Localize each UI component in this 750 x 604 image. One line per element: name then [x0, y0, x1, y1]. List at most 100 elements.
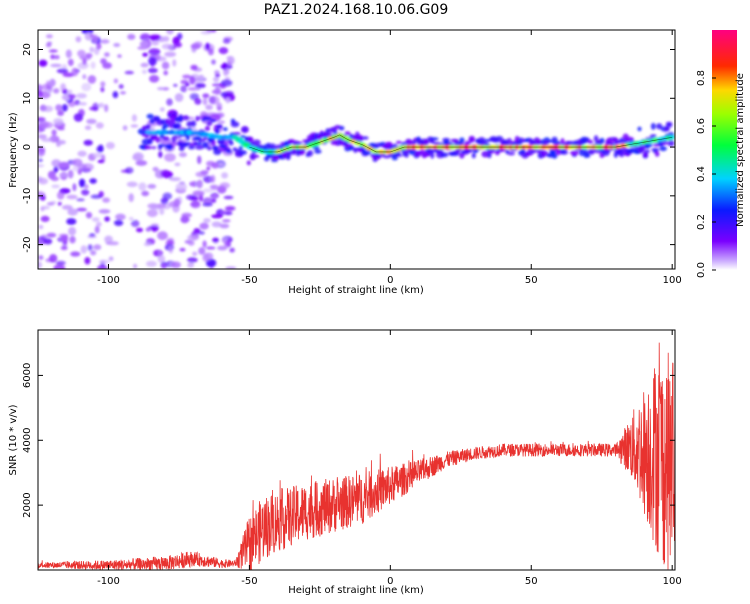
- noise-speckle: [205, 258, 217, 268]
- noise-speckle: [51, 184, 60, 189]
- noise-speckle: [98, 259, 110, 264]
- ridge-halo: [507, 152, 515, 156]
- noise-speckle: [221, 219, 231, 223]
- noise-speckle: [168, 201, 178, 208]
- noise-speckle: [209, 95, 220, 105]
- noise-speckle: [164, 153, 176, 162]
- noise-speckle: [171, 261, 181, 269]
- noise-speckle: [98, 102, 105, 108]
- ridge-halo: [552, 140, 561, 145]
- ridge-halo: [430, 152, 435, 159]
- spectrogram-frame: [37, 29, 676, 270]
- noise-speckle: [53, 118, 64, 125]
- noise-speckle: [222, 38, 231, 44]
- snr-x-tick-label: -50: [241, 576, 257, 587]
- noise-speckle: [66, 218, 77, 225]
- noise-speckle: [87, 235, 97, 239]
- ridge-halo: [659, 146, 667, 152]
- noise-speckle: [85, 212, 93, 219]
- noise-speckle: [84, 125, 92, 130]
- noise-speckle: [212, 82, 223, 87]
- ridge-halo: [165, 118, 171, 125]
- noise-speckle: [202, 98, 208, 106]
- ridge-halo: [155, 137, 161, 143]
- noise-speckle: [61, 204, 73, 210]
- noise-speckle: [229, 247, 235, 253]
- ridge-halo: [404, 150, 409, 158]
- noise-speckle: [45, 34, 53, 39]
- noise-speckle: [148, 56, 157, 66]
- noise-speckle: [216, 106, 222, 111]
- ridge-halo: [361, 136, 369, 140]
- snr-y-tick-label: 4000: [22, 428, 33, 453]
- noise-speckle: [210, 184, 220, 191]
- snr-x-ticks: -100 -50 0 50 100: [97, 330, 682, 587]
- noise-speckle: [51, 129, 57, 136]
- noise-speckle: [146, 209, 158, 218]
- ridge-halo: [145, 124, 151, 130]
- ridge-halo: [478, 137, 485, 143]
- noise-speckle: [56, 191, 65, 200]
- noise-speckle: [211, 59, 216, 65]
- noise-speckle: [218, 47, 229, 55]
- noise-speckle: [198, 247, 206, 255]
- noise-speckle: [77, 150, 87, 157]
- snr-y-ticks: 2000 4000 6000: [22, 363, 675, 518]
- ridge-halo: [193, 141, 198, 146]
- ridge-halo: [162, 123, 170, 128]
- ridge-halo: [157, 143, 167, 148]
- ridge-halo: [230, 121, 240, 128]
- noise-speckle: [40, 205, 50, 210]
- noise-speckle: [217, 245, 228, 251]
- noise-speckle: [145, 227, 151, 232]
- noise-speckle: [177, 33, 183, 40]
- noise-speckle: [189, 93, 199, 101]
- snr-y-tick-label: 2000: [22, 492, 33, 517]
- ridge-halo: [238, 150, 247, 155]
- ridge-halo: [468, 135, 475, 142]
- spectrogram-x-tick-label: 100: [663, 275, 682, 286]
- ridge-halo: [467, 148, 472, 153]
- ridge-halo: [656, 123, 663, 130]
- ridge-halo: [213, 149, 222, 155]
- noise-speckle: [125, 167, 134, 174]
- ridge-halo: [228, 140, 234, 146]
- noise-speckle: [71, 67, 79, 77]
- noise-speckle: [224, 211, 233, 216]
- noise-speckle: [158, 151, 163, 158]
- ridge-halo: [587, 139, 594, 144]
- ridge-halo: [326, 132, 334, 137]
- noise-speckle: [172, 59, 177, 67]
- spectrogram-y-tick-label: 0: [22, 144, 33, 150]
- noise-speckle: [205, 42, 210, 51]
- spectrogram-x-tick-label: 0: [387, 275, 393, 286]
- ridge-halo: [555, 149, 562, 156]
- noise-speckle: [38, 90, 43, 98]
- noise-speckle: [40, 195, 46, 201]
- noise-speckle: [117, 54, 122, 58]
- noise-speckle: [47, 170, 56, 180]
- ridge-halo: [391, 155, 398, 161]
- ridge-halo: [645, 143, 654, 147]
- ridge-halo: [459, 137, 465, 144]
- noise-speckle: [190, 64, 198, 71]
- noise-speckle: [67, 208, 78, 216]
- noise-speckle: [216, 120, 222, 125]
- noise-speckle: [157, 203, 166, 209]
- ridge-halo: [560, 150, 569, 155]
- ridge-halo: [232, 147, 238, 152]
- ridge-halo: [487, 148, 496, 154]
- noise-speckle: [192, 190, 205, 197]
- ridge-halo: [226, 150, 233, 154]
- noise-speckle: [161, 263, 167, 269]
- ridge-halo: [293, 141, 303, 145]
- noise-speckle: [72, 158, 83, 167]
- noise-speckle: [43, 105, 54, 113]
- noise-speckle: [196, 179, 203, 189]
- noise-speckle: [189, 75, 196, 85]
- noise-speckle: [161, 61, 170, 70]
- noise-speckle: [195, 171, 207, 178]
- noise-speckle: [147, 184, 157, 189]
- noise-speckle: [68, 94, 76, 99]
- noise-speckle: [163, 70, 168, 76]
